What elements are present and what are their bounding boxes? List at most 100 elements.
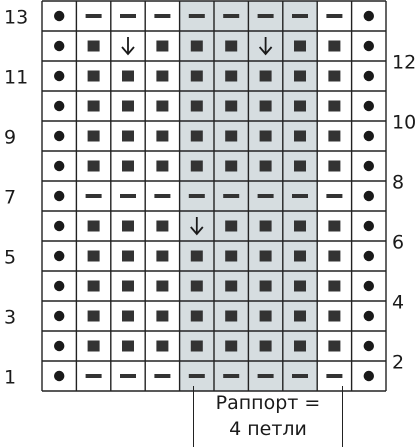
knit-stitch-symbol — [122, 160, 134, 172]
edge-stitch-symbol — [54, 160, 65, 172]
edge-stitch-symbol — [363, 190, 374, 202]
knit-stitch-symbol — [259, 100, 272, 112]
edge-stitch-symbol — [363, 70, 374, 82]
knit-stitch-symbol — [294, 250, 306, 262]
edge-stitch-symbol — [363, 160, 374, 172]
knit-stitch-symbol — [328, 130, 341, 142]
knit-stitch-symbol — [156, 40, 169, 52]
knit-stitch-symbol — [190, 310, 203, 322]
edge-stitch-symbol — [54, 340, 65, 352]
edge-stitch-symbol — [54, 250, 65, 262]
knit-stitch-symbol — [328, 250, 341, 262]
purl-stitch-symbol — [292, 194, 308, 198]
edge-stitch-symbol — [54, 130, 65, 142]
purl-stitch-symbol — [154, 374, 171, 378]
purl-stitch-symbol — [326, 374, 343, 378]
knit-stitch-symbol — [259, 340, 272, 352]
purl-stitch-symbol — [223, 14, 240, 18]
rapport-label-line1: Раппорт = — [215, 392, 321, 414]
knit-stitch-symbol — [122, 340, 134, 352]
knit-stitch-symbol — [225, 130, 238, 142]
knit-stitch-symbol — [190, 100, 203, 112]
knit-stitch-symbol — [87, 220, 100, 232]
edge-stitch-symbol — [54, 310, 65, 322]
purl-stitch-symbol — [326, 14, 343, 18]
knit-stitch-symbol — [328, 40, 341, 52]
knit-stitch-symbol — [294, 280, 306, 292]
knit-stitch-symbol — [328, 160, 341, 172]
knit-stitch-symbol — [122, 130, 134, 142]
purl-stitch-symbol — [292, 14, 308, 18]
edge-stitch-symbol — [54, 190, 65, 202]
edge-stitch-symbol — [363, 100, 374, 112]
knit-stitch-symbol — [87, 40, 100, 52]
knit-stitch-symbol — [328, 310, 341, 322]
arrow-down-icon-head — [190, 226, 204, 236]
knit-stitch-symbol — [156, 160, 169, 172]
purl-stitch-symbol — [188, 194, 205, 198]
purl-stitch-symbol — [154, 194, 171, 198]
row-number-4: 4 — [392, 292, 404, 314]
knit-stitch-symbol — [87, 70, 100, 82]
purl-stitch-symbol — [120, 374, 136, 378]
knit-stitch-symbol — [328, 100, 341, 112]
knit-stitch-symbol — [190, 70, 203, 82]
knit-stitch-symbol — [225, 280, 238, 292]
knit-stitch-symbol — [122, 280, 134, 292]
purl-stitch-symbol — [154, 14, 171, 18]
knit-stitch-symbol — [156, 280, 169, 292]
knit-stitch-symbol — [225, 250, 238, 262]
edge-stitch-symbol — [363, 250, 374, 262]
knit-stitch-symbol — [225, 40, 238, 52]
knit-stitch-symbol — [225, 220, 238, 232]
row-number-11: 11 — [4, 67, 28, 89]
purl-stitch-symbol — [120, 14, 136, 18]
knit-stitch-symbol — [259, 130, 272, 142]
knit-stitch-symbol — [190, 160, 203, 172]
knit-stitch-symbol — [156, 70, 169, 82]
knit-stitch-symbol — [156, 100, 169, 112]
knit-stitch-symbol — [122, 70, 134, 82]
knit-stitch-symbol — [225, 160, 238, 172]
knit-stitch-symbol — [87, 250, 100, 262]
knit-stitch-symbol — [259, 250, 272, 262]
purl-stitch-symbol — [257, 194, 274, 198]
row-number-9: 9 — [4, 127, 16, 149]
knit-stitch-symbol — [190, 280, 203, 292]
knit-stitch-symbol — [156, 130, 169, 142]
purl-stitch-symbol — [85, 14, 102, 18]
purl-stitch-symbol — [85, 374, 102, 378]
knit-stitch-symbol — [328, 280, 341, 292]
knit-stitch-symbol — [122, 310, 134, 322]
knit-stitch-symbol — [225, 340, 238, 352]
purl-stitch-symbol — [223, 194, 240, 198]
knit-stitch-symbol — [122, 100, 134, 112]
knit-stitch-symbol — [259, 280, 272, 292]
purl-stitch-symbol — [85, 194, 102, 198]
knit-stitch-symbol — [122, 220, 134, 232]
edge-stitch-symbol — [54, 10, 65, 22]
knit-stitch-symbol — [225, 100, 238, 112]
knit-stitch-symbol — [294, 340, 306, 352]
knit-stitch-symbol — [225, 310, 238, 322]
knit-stitch-symbol — [190, 250, 203, 262]
edge-stitch-symbol — [54, 220, 65, 232]
knit-stitch-symbol — [87, 130, 100, 142]
knit-stitch-symbol — [328, 340, 341, 352]
edge-stitch-symbol — [363, 310, 374, 322]
knit-stitch-symbol — [87, 160, 100, 172]
edge-stitch-symbol — [363, 220, 374, 232]
knit-stitch-symbol — [87, 100, 100, 112]
knit-stitch-symbol — [294, 40, 306, 52]
row-number-8: 8 — [392, 172, 404, 194]
knit-stitch-symbol — [87, 340, 100, 352]
row-number-10: 10 — [392, 112, 416, 134]
rapport-label-line2: 4 петли — [229, 418, 307, 440]
purl-stitch-symbol — [326, 194, 343, 198]
edge-stitch-symbol — [363, 10, 374, 22]
knit-stitch-symbol — [294, 220, 306, 232]
knit-stitch-symbol — [87, 310, 100, 322]
edge-stitch-symbol — [54, 70, 65, 82]
row-number-13: 13 — [4, 7, 28, 29]
